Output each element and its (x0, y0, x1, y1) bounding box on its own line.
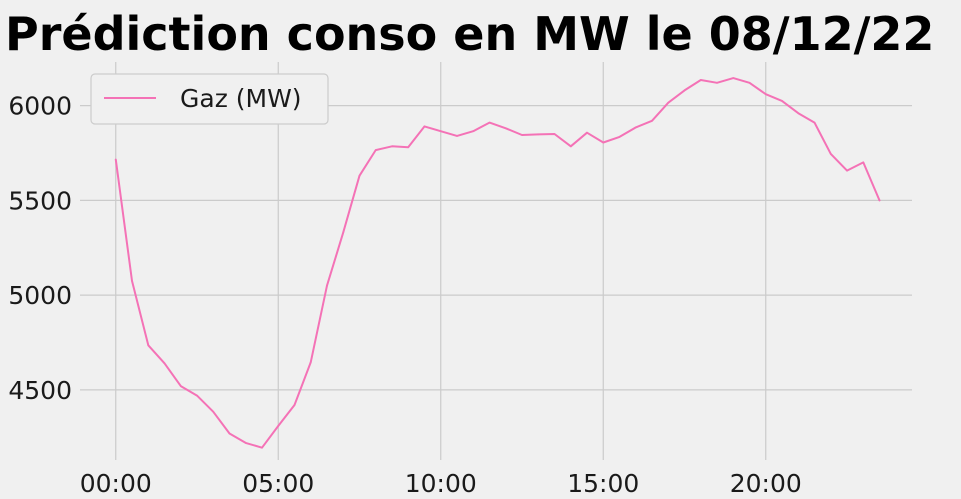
data-point (488, 121, 491, 124)
data-point (261, 446, 263, 449)
data-point (602, 141, 605, 144)
data-point (748, 82, 751, 84)
x-tick-label: 05:00 (242, 469, 314, 498)
chart-title: Prédiction conso en MW le 08/12/22 (5, 7, 934, 61)
data-point (472, 130, 475, 132)
y-tick-label: 6000 (8, 92, 72, 121)
data-point (228, 432, 231, 435)
data-point (244, 442, 247, 444)
data-point (553, 133, 556, 135)
data-point (326, 284, 328, 287)
data-point (862, 161, 865, 164)
data-point (277, 425, 280, 427)
data-point (196, 394, 198, 397)
x-tick-label: 15:00 (567, 469, 639, 498)
x-tick-label: 00:00 (80, 469, 152, 498)
y-tick-label: 5000 (8, 281, 72, 310)
data-point (586, 131, 588, 134)
axis-ticks: 00:00 05:00 10:00 15:00 20:00 4500 5000 5500 600… (8, 92, 801, 498)
data-point (569, 145, 572, 148)
series-line (114, 77, 881, 449)
legend: Gaz (MW) (90, 73, 329, 125)
data-point (878, 199, 881, 202)
grid (80, 62, 912, 460)
legend-label: Gaz (MW) (180, 84, 302, 113)
data-point (423, 125, 426, 128)
data-point (439, 130, 442, 132)
data-point (797, 112, 800, 114)
data-point (407, 146, 410, 149)
data-point (683, 89, 686, 92)
data-point (634, 126, 637, 129)
data-point (537, 133, 540, 136)
legend-box (90, 73, 329, 125)
x-tick-label: 10:00 (405, 469, 477, 498)
data-point (374, 149, 377, 151)
data-point (293, 404, 296, 406)
data-point (813, 121, 816, 124)
data-point (716, 82, 718, 84)
y-tick-label: 4500 (8, 376, 72, 405)
data-point (521, 134, 523, 136)
data-point (114, 158, 117, 161)
data-point (309, 361, 312, 364)
x-tick-label: 20:00 (730, 469, 802, 498)
series-layer (114, 77, 881, 449)
data-point (456, 135, 458, 137)
data-point (358, 174, 361, 177)
data-point (131, 280, 133, 282)
data-point (846, 169, 848, 172)
data-point (179, 385, 182, 387)
data-point (391, 145, 393, 148)
data-point (667, 101, 670, 104)
y-tick-label: 5500 (8, 186, 72, 215)
data-point (732, 77, 735, 79)
data-point (781, 100, 783, 102)
data-point (163, 362, 166, 365)
data-point (212, 410, 215, 413)
data-point (829, 153, 832, 155)
data-point (504, 127, 507, 130)
data-point (699, 79, 702, 81)
data-point (147, 344, 150, 347)
data-point (342, 231, 345, 234)
data-point (651, 119, 653, 122)
data-point (618, 136, 621, 138)
data-point (764, 93, 767, 96)
